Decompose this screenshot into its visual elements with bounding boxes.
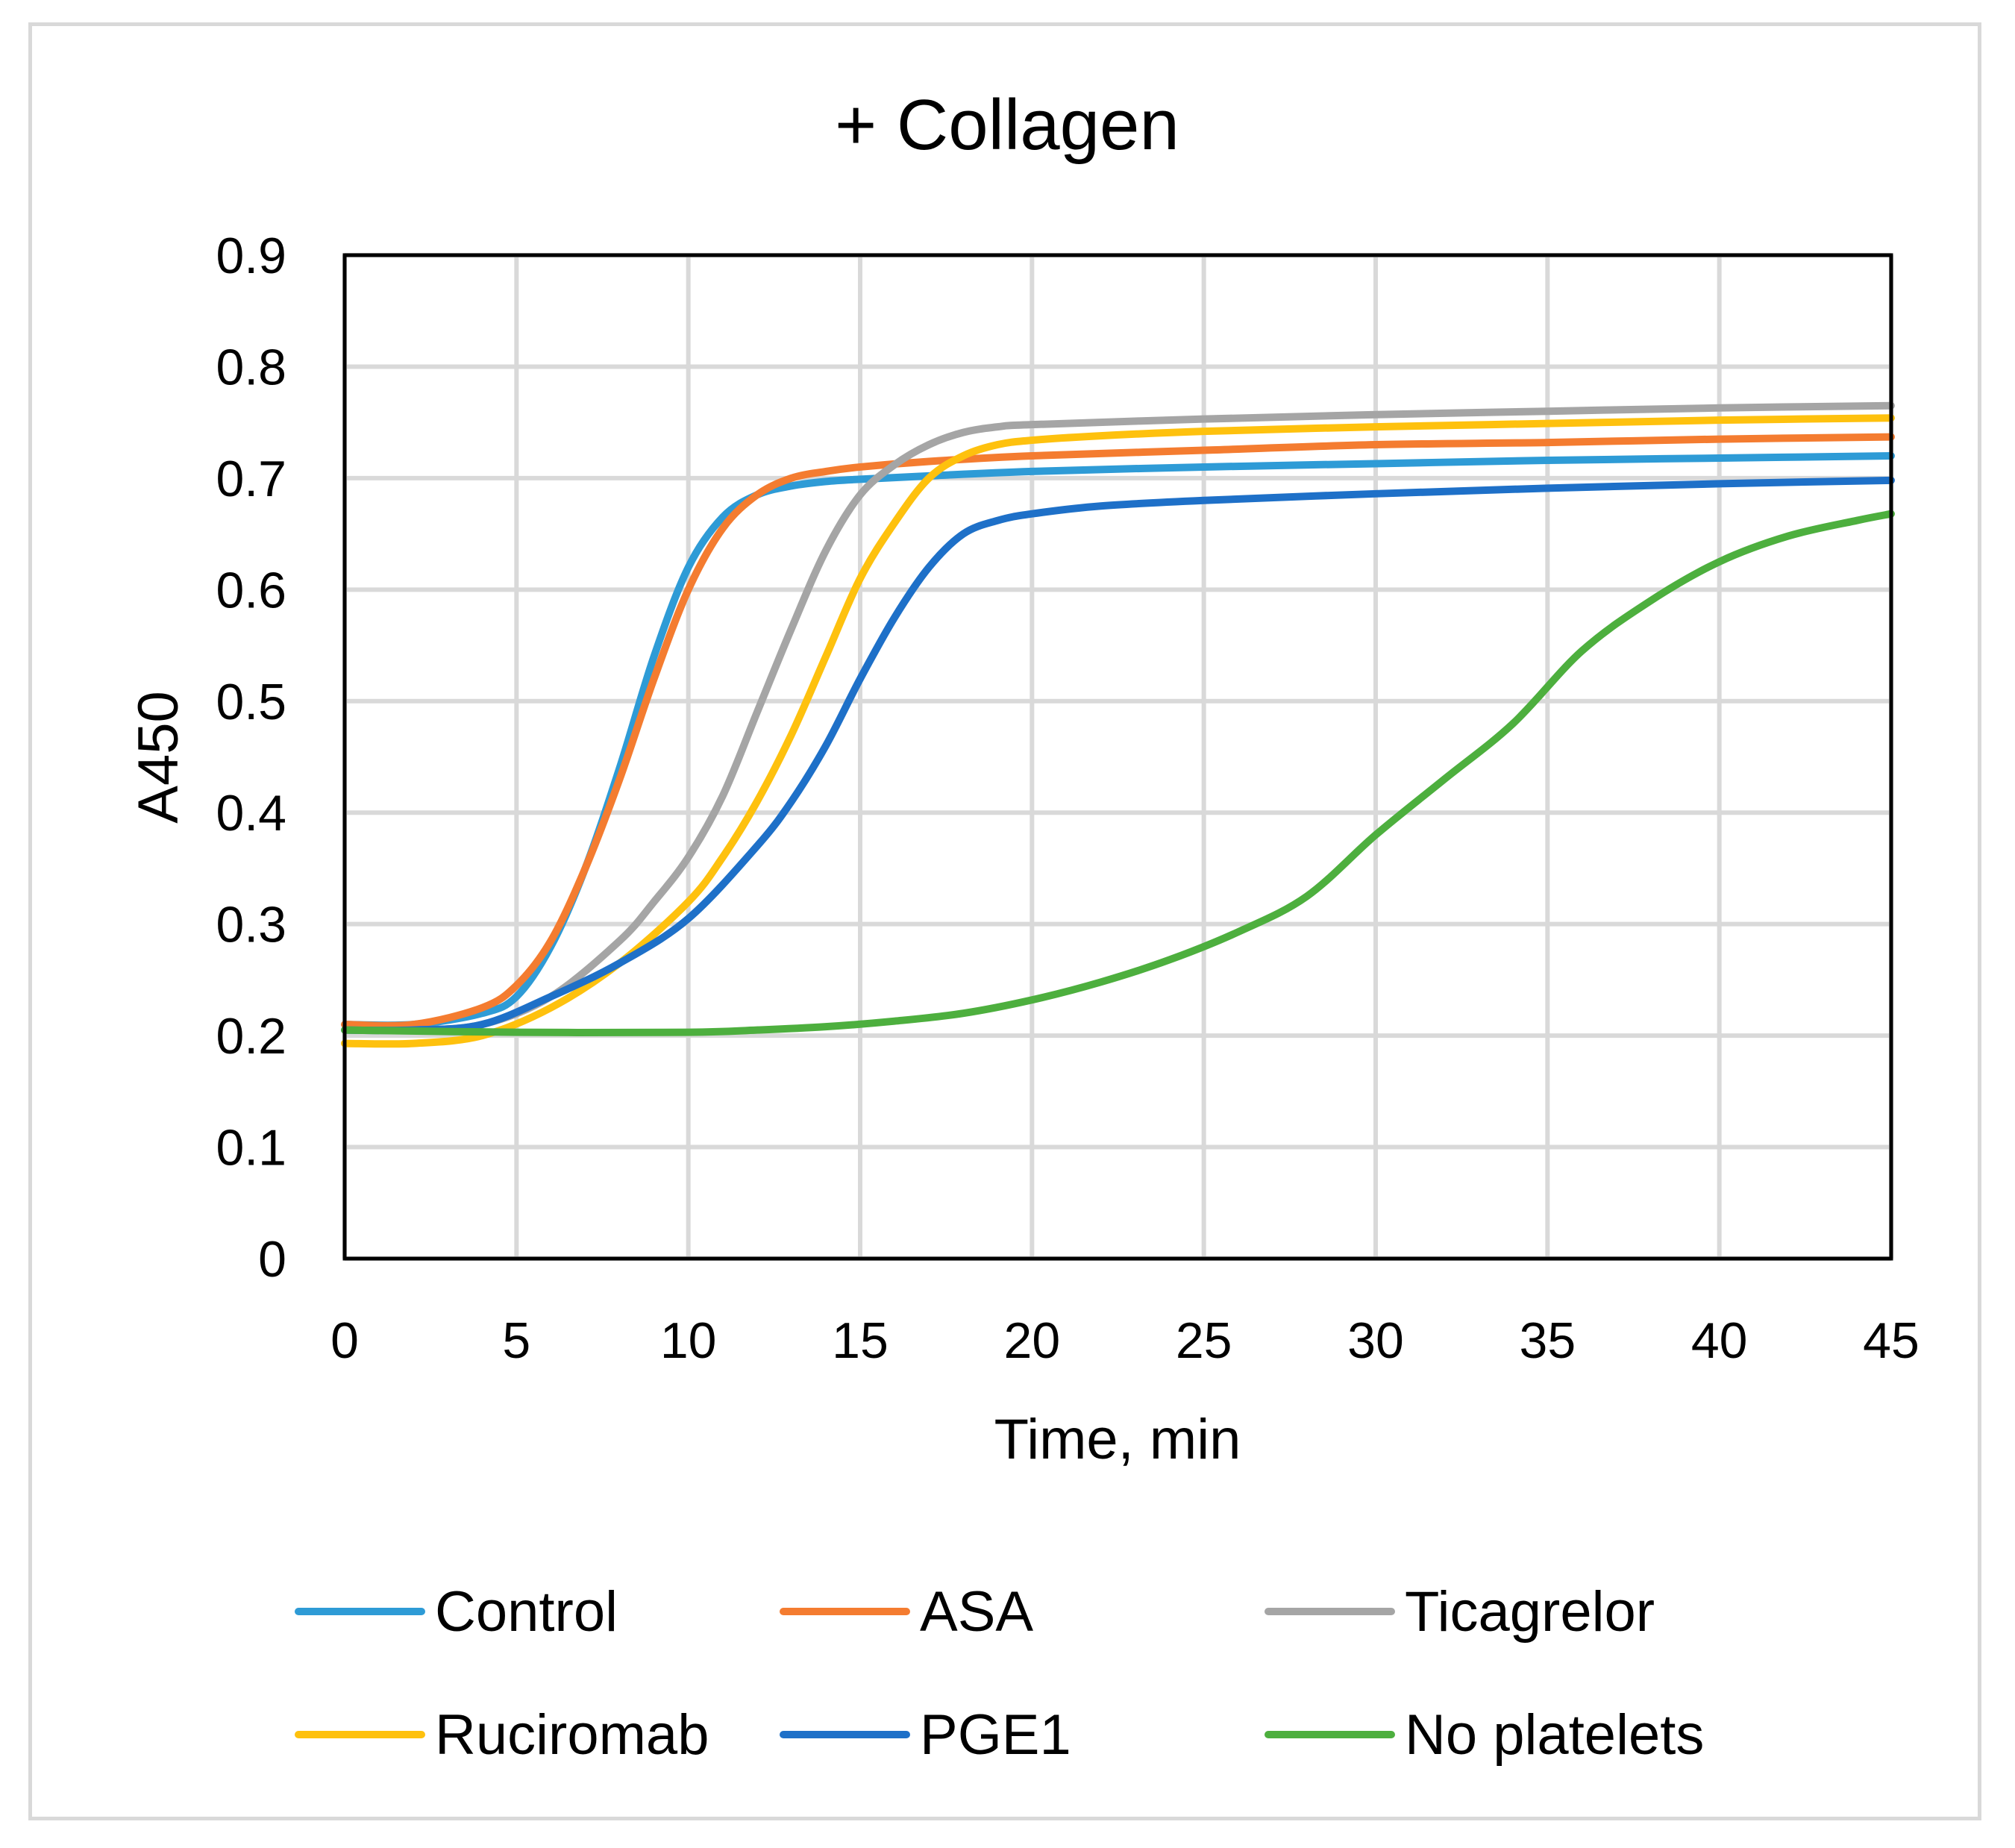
y-axis-label: A450 <box>127 691 190 824</box>
x-tick-label: 35 <box>1520 1312 1576 1369</box>
y-tick-label: 0.9 <box>216 228 286 284</box>
series-line-pge1 <box>341 476 1895 1035</box>
x-tick-label: 45 <box>1863 1312 1920 1369</box>
series-lines <box>341 401 1895 1048</box>
legend-item-control: Control <box>295 1580 618 1644</box>
y-tick-label: 0.4 <box>216 785 286 842</box>
y-tick-label: 0.1 <box>216 1120 286 1177</box>
legend-label: Ruciromab <box>435 1703 709 1767</box>
y-tick-labels: 0 0.1 0.2 0.3 0.4 0.5 0.6 0.7 0.8 0.9 <box>216 228 286 1288</box>
y-tick-label: 0.2 <box>216 1008 286 1065</box>
legend-label: Ticagrelor <box>1405 1580 1655 1644</box>
series-line-no-platelets <box>341 510 1895 1037</box>
legend-label: No platelets <box>1405 1703 1704 1767</box>
series-line-control <box>341 452 1895 1030</box>
x-tick-label: 30 <box>1347 1312 1404 1369</box>
x-tick-label: 15 <box>832 1312 889 1369</box>
x-tick-label: 0 <box>330 1312 359 1369</box>
series-line-ticagrelor <box>341 401 1895 1035</box>
legend: Control ASA Ticagrelor Ruciromab PGE1 No plat… <box>295 1580 1704 1767</box>
y-tick-label: 0.7 <box>216 451 286 507</box>
legend-item-ticagrelor: Ticagrelor <box>1265 1580 1655 1644</box>
legend-label: Control <box>435 1580 618 1644</box>
x-tick-label: 10 <box>660 1312 717 1369</box>
legend-label: ASA <box>920 1580 1033 1644</box>
y-tick-label: 0 <box>258 1231 286 1288</box>
x-tick-label: 25 <box>1176 1312 1232 1369</box>
x-tick-label: 5 <box>502 1312 530 1369</box>
legend-item-asa: ASA <box>780 1580 1033 1644</box>
legend-item-no-platelets: No platelets <box>1265 1703 1704 1767</box>
x-tick-labels: 0 5 10 15 20 25 30 35 40 45 <box>330 1312 1920 1369</box>
series-line-ruciromab <box>341 414 1895 1048</box>
x-tick-label: 40 <box>1691 1312 1748 1369</box>
legend-label: PGE1 <box>920 1703 1071 1767</box>
y-tick-label: 0.8 <box>216 339 286 395</box>
x-tick-label: 20 <box>1004 1312 1061 1369</box>
y-tick-label: 0.3 <box>216 897 286 953</box>
legend-item-ruciromab: Ruciromab <box>295 1703 709 1767</box>
chart-title: + Collagen <box>835 85 1179 165</box>
x-axis-label: Time, min <box>994 1408 1241 1471</box>
series-line-asa <box>341 433 1895 1030</box>
plot-area-border <box>342 253 1893 1261</box>
legend-item-pge1: PGE1 <box>780 1703 1071 1767</box>
y-tick-label: 0.5 <box>216 674 286 730</box>
y-tick-label: 0.6 <box>216 562 286 618</box>
chart-frame <box>28 22 1981 1820</box>
